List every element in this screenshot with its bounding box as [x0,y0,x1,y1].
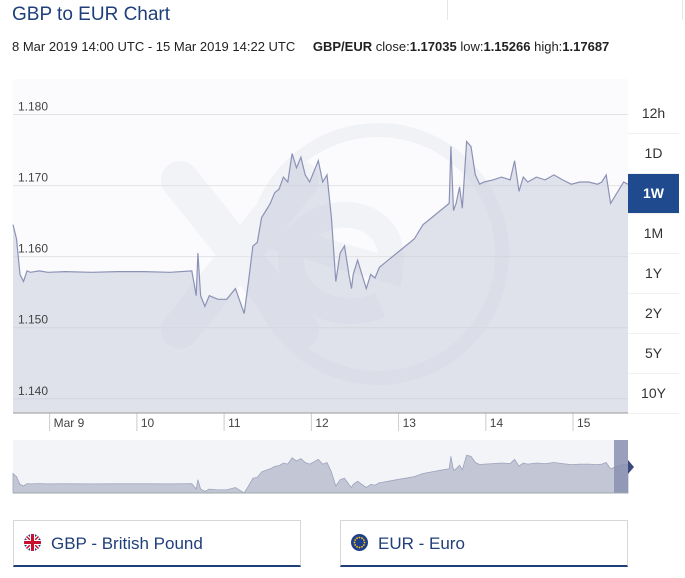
chart-day-gridlines [49,413,574,431]
y-tick-label: 1.150 [18,313,48,327]
range-button-12h[interactable]: 12h [628,94,679,134]
navigator-area [12,454,629,494]
y-tick-label: 1.160 [18,242,48,256]
navigator[interactable] [12,440,634,494]
navigator-handle-icon[interactable] [628,460,634,474]
base-currency-label: GBP - British Pound [51,534,203,553]
rate-area [13,141,628,413]
range-selector: 12h 1D 1W 1M 1Y 2Y 5Y 10Y [628,94,679,414]
uk-flag-icon [24,534,41,551]
chart-summary: 8 Mar 2019 14:00 UTC - 15 Mar 2019 14:22… [12,39,609,54]
x-tick-label: 14 [490,416,504,430]
base-currency-selector[interactable]: GBP - British Pound [13,520,301,567]
close-value: 1.17035 [409,39,457,54]
low-value: 1.15266 [483,39,531,54]
x-axis-labels: Mar 9 10 11 12 13 14 15 [54,416,591,430]
quote-currency-label: EUR - Euro [378,534,465,553]
y-tick-label: 1.140 [18,384,48,398]
range-button-1m[interactable]: 1M [628,214,679,254]
x-tick-label: 13 [403,416,417,430]
range-button-2y[interactable]: 2Y [628,294,679,334]
range-button-5y[interactable]: 5Y [628,334,679,374]
chart-title: GBP to EUR Chart [12,4,171,25]
x-tick-label: 11 [228,416,241,430]
navigator-selection[interactable] [614,440,628,493]
x-tick-label: 15 [577,416,591,430]
y-tick-label: 1.180 [18,100,48,114]
y-axis-labels: 1.140 1.150 1.160 1.170 1.180 [18,100,48,398]
range-button-1d[interactable]: 1D [628,134,679,174]
y-tick-label: 1.170 [18,171,48,185]
close-label: close: [375,39,410,54]
range-button-1w[interactable]: 1W [628,174,679,214]
header-divider-right [682,0,683,20]
range-button-1y[interactable]: 1Y [628,254,679,294]
range-button-10y[interactable]: 10Y [628,374,679,414]
high-label: high: [534,39,563,54]
x-tick-label: Mar 9 [54,416,85,430]
eu-flag-icon [351,534,368,551]
header-divider-left [447,0,448,20]
rate-line [12,140,629,314]
low-label: low: [460,39,484,54]
x-tick-label: 12 [315,416,329,430]
date-range-text: 8 Mar 2019 14:00 UTC - 15 Mar 2019 14:22… [12,39,296,54]
currency-pair: GBP/EUR [312,39,373,54]
high-value: 1.17687 [562,39,610,54]
quote-currency-selector[interactable]: EUR - Euro [340,520,628,567]
x-tick-label: 10 [141,416,155,430]
